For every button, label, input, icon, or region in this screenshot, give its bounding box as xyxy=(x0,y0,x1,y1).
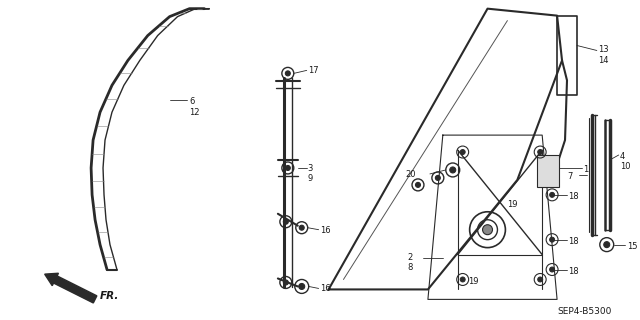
Text: 18: 18 xyxy=(568,267,579,276)
Circle shape xyxy=(550,267,555,272)
Circle shape xyxy=(415,182,420,188)
Circle shape xyxy=(285,165,291,171)
Circle shape xyxy=(550,192,555,197)
Bar xyxy=(537,155,559,187)
Circle shape xyxy=(285,71,291,76)
Circle shape xyxy=(284,280,289,285)
Text: 18: 18 xyxy=(568,192,579,201)
Circle shape xyxy=(450,167,456,173)
Circle shape xyxy=(435,175,440,180)
Text: 4
10: 4 10 xyxy=(620,152,630,172)
Text: 3
9: 3 9 xyxy=(308,164,313,183)
Text: SEP4-B5300: SEP4-B5300 xyxy=(557,307,611,316)
Text: 7: 7 xyxy=(568,172,573,181)
Text: 19: 19 xyxy=(508,200,518,209)
Text: FR.: FR. xyxy=(100,292,120,301)
Circle shape xyxy=(300,225,304,230)
FancyArrow shape xyxy=(45,273,97,303)
Circle shape xyxy=(460,149,465,155)
Circle shape xyxy=(550,237,555,242)
Text: 13
14: 13 14 xyxy=(598,45,609,65)
Text: 15: 15 xyxy=(627,242,637,251)
Text: 1: 1 xyxy=(583,165,588,174)
Text: 19: 19 xyxy=(468,277,479,286)
Text: 18: 18 xyxy=(568,237,579,246)
Circle shape xyxy=(483,225,493,235)
Circle shape xyxy=(460,277,465,282)
Text: 16: 16 xyxy=(319,284,330,293)
Text: 17: 17 xyxy=(308,67,318,76)
Text: 20: 20 xyxy=(406,170,416,179)
Text: 6
12: 6 12 xyxy=(189,97,200,117)
Circle shape xyxy=(284,219,289,224)
Circle shape xyxy=(604,242,610,248)
Text: 2
8: 2 8 xyxy=(408,252,413,272)
Circle shape xyxy=(538,149,543,155)
Circle shape xyxy=(299,284,305,289)
Text: 16: 16 xyxy=(319,226,330,235)
Circle shape xyxy=(538,277,543,282)
